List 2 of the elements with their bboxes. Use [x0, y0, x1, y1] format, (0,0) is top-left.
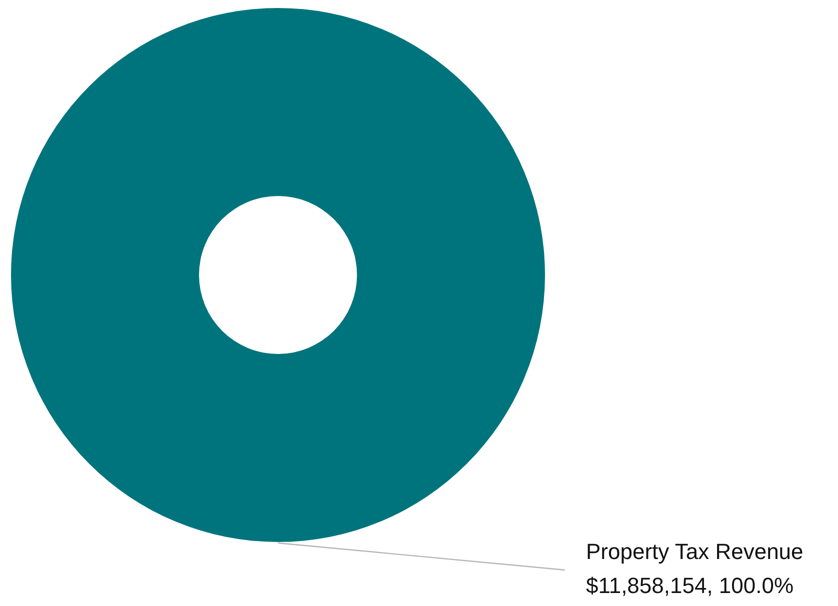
data-label: $11,858,154, 100.0%	[586, 573, 794, 598]
slice-label: Property Tax Revenue	[586, 539, 804, 564]
